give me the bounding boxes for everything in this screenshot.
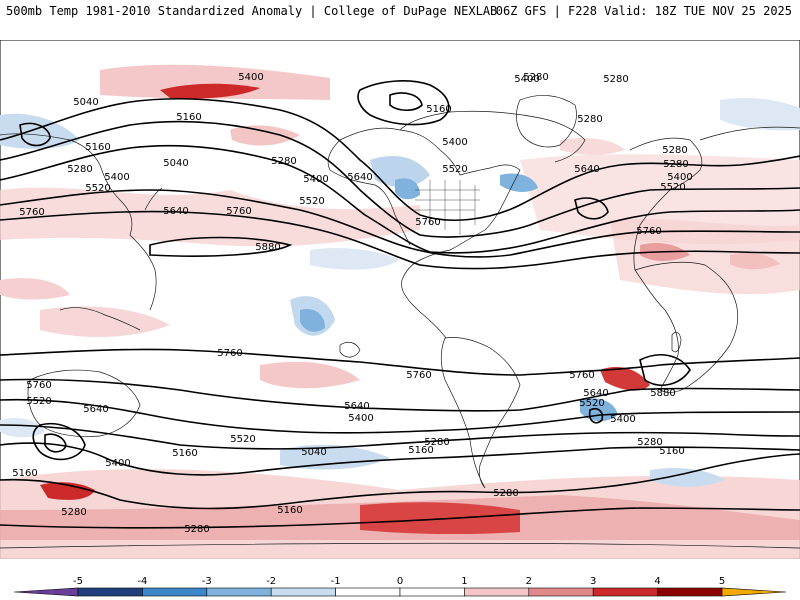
scale-tick-label: -1 <box>331 576 341 587</box>
anomaly-map: 5400 5280 5040 5160 5160 5040 5280 5280 … <box>0 40 800 559</box>
contour-label: 5160 <box>85 142 110 153</box>
contour-label: 5160 <box>176 112 201 123</box>
scale-swatch <box>335 587 401 597</box>
contour-label: 5760 <box>415 217 440 228</box>
contour-label: 5640 <box>583 388 608 399</box>
contour-label: 5280 <box>271 156 296 167</box>
scale-swatch <box>399 587 465 597</box>
contour-label: 5400 <box>348 413 373 424</box>
contour-label: 5640 <box>163 206 188 217</box>
contour-label: 5400 <box>610 414 635 425</box>
contour-label: 5640 <box>347 172 372 183</box>
scale-swatch <box>528 587 594 597</box>
contour-label: 5400 <box>303 174 328 185</box>
contour-label: 5040 <box>73 97 98 108</box>
scale-swatch <box>270 587 336 597</box>
contour-label: 5880 <box>650 388 675 399</box>
contour-label: 5280 <box>493 488 518 499</box>
contour-label: 5280 <box>637 437 662 448</box>
contour-label: 5760 <box>569 370 594 381</box>
contour-label: 5280 <box>61 507 86 518</box>
contour-label: 5400 <box>442 137 467 148</box>
contour-label: 5280 <box>67 164 92 175</box>
contour-label: 5280 <box>577 114 602 125</box>
contour-label: 5400 <box>104 172 129 183</box>
contour-label: 5520 <box>299 196 324 207</box>
contour-label: 5160 <box>277 505 302 516</box>
contour-label: 5640 <box>344 401 369 412</box>
contour-label: 5280 <box>424 437 449 448</box>
map-title: 500mb Temp 1981-2010 Standardized Anomal… <box>6 4 498 18</box>
color-scale-legend: -5 -4 -3 -2 -1 0 1 2 3 4 5 <box>13 576 787 597</box>
contour-label: 5640 <box>83 404 108 415</box>
scale-swatch <box>206 587 272 597</box>
contour-label: 5160 <box>426 104 451 115</box>
contour-label: 5640 <box>574 164 599 175</box>
contour-label: 5520 <box>442 164 467 175</box>
contour-label: 5760 <box>406 370 431 381</box>
scale-tick-label: -2 <box>266 576 276 587</box>
scale-swatch <box>77 587 143 597</box>
contour-label: 5400 <box>514 74 539 85</box>
contour-label: 5520 <box>85 183 110 194</box>
scale-tick-label: 2 <box>526 576 532 587</box>
contour-label: 5280 <box>523 72 548 83</box>
contour-label: 5760 <box>19 207 44 218</box>
contour-label: 5280 <box>603 74 628 85</box>
scale-tick-label: -5 <box>73 576 83 587</box>
coastlines <box>0 95 800 549</box>
contour-label: 5280 <box>663 159 688 170</box>
contour-label: 5040 <box>301 447 326 458</box>
anomaly-shading <box>0 64 800 559</box>
scale-end-high <box>721 587 787 597</box>
scale-tick-label: -3 <box>202 576 212 587</box>
scale-tick-label: 5 <box>719 576 725 587</box>
contour-label: 5520 <box>660 182 685 193</box>
contour-label: 5400 <box>238 72 263 83</box>
height-contours <box>0 80 800 529</box>
contour-label: 5880 <box>255 242 280 253</box>
scale-tick-label: 1 <box>461 576 467 587</box>
scale-swatch <box>142 587 208 597</box>
contour-label: 5280 <box>184 524 209 535</box>
contour-label: 5760 <box>636 226 661 237</box>
contour-labels: 5400 5280 5040 5160 5160 5040 5280 5280 … <box>12 72 692 535</box>
scale-tick-label: 4 <box>654 576 660 587</box>
scale-swatch <box>464 587 530 597</box>
contour-label: 5280 <box>662 145 687 156</box>
contour-label: 5160 <box>12 468 37 479</box>
contour-label: 5520 <box>579 398 604 409</box>
contour-label: 5400 <box>667 172 692 183</box>
contour-label: 5040 <box>163 158 188 169</box>
scale-end-low <box>13 587 79 597</box>
contour-label: 5760 <box>217 348 242 359</box>
model-run-info: 06Z GFS | F228 Valid: 18Z TUE NOV 25 202… <box>495 4 792 18</box>
scale-tick-label: 0 <box>397 576 403 587</box>
contour-label: 5400 <box>105 458 130 469</box>
scale-swatch <box>657 587 723 597</box>
contour-label: 5760 <box>226 206 251 217</box>
contour-label: 5160 <box>659 446 684 457</box>
contour-label: 5160 <box>408 445 433 456</box>
scale-tick-label: 3 <box>590 576 596 587</box>
contour-label: 5520 <box>230 434 255 445</box>
contour-label: 5160 <box>172 448 197 459</box>
scale-swatch <box>592 587 658 597</box>
contour-label: 5520 <box>26 396 51 407</box>
contour-label: 5760 <box>26 380 51 391</box>
scale-tick-label: -4 <box>137 576 147 587</box>
